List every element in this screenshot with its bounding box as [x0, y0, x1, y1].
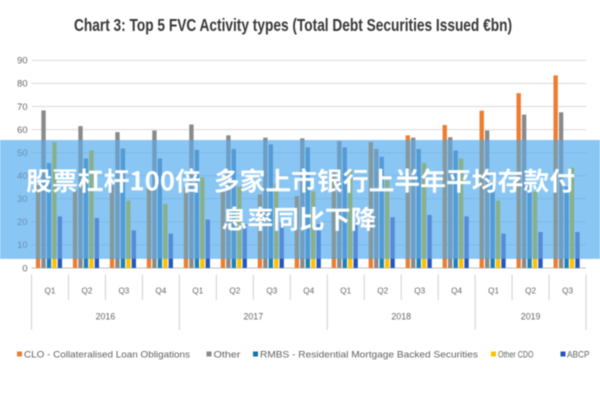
- svg-text:Q2: Q2: [81, 287, 92, 296]
- svg-text:60: 60: [17, 125, 27, 135]
- svg-text:Q3: Q3: [562, 287, 573, 296]
- svg-text:Q2: Q2: [377, 287, 388, 296]
- svg-text:Q2: Q2: [229, 287, 240, 296]
- svg-text:Q1: Q1: [192, 287, 203, 296]
- svg-text:2016: 2016: [96, 312, 116, 322]
- svg-text:Q3: Q3: [118, 287, 129, 296]
- svg-text:Q3: Q3: [414, 287, 425, 296]
- svg-text:Q3: Q3: [266, 287, 277, 296]
- svg-text:Q1: Q1: [45, 287, 56, 296]
- svg-text:Q1: Q1: [340, 287, 351, 296]
- svg-text:Other CDO: Other CDO: [498, 350, 534, 361]
- svg-text:Q4: Q4: [155, 287, 166, 296]
- svg-text:Chart 3: Top 5 FVC Activity ty: Chart 3: Top 5 FVC Activity types (Total…: [74, 15, 512, 35]
- svg-text:80: 80: [17, 79, 27, 89]
- svg-text:Q1: Q1: [488, 287, 499, 296]
- svg-text:70: 70: [17, 102, 27, 112]
- svg-text:Other: Other: [214, 350, 241, 361]
- svg-text:RMBS - Residential Mortgage B: RMBS - Residential Mortgage Backed Secur…: [260, 350, 478, 361]
- svg-text:CLO - Collateralised Loan Obl: CLO - Collateralised Loan Obligations: [24, 350, 190, 361]
- svg-text:0: 0: [22, 263, 27, 273]
- svg-text:2017: 2017: [244, 312, 264, 322]
- svg-text:2019: 2019: [521, 312, 541, 322]
- svg-text:Q4: Q4: [303, 287, 314, 296]
- svg-text:90: 90: [17, 56, 27, 66]
- svg-text:ABCP: ABCP: [567, 350, 590, 361]
- svg-text:Q4: Q4: [451, 287, 462, 296]
- svg-text:Q2: Q2: [525, 287, 536, 296]
- svg-text:2018: 2018: [391, 312, 411, 322]
